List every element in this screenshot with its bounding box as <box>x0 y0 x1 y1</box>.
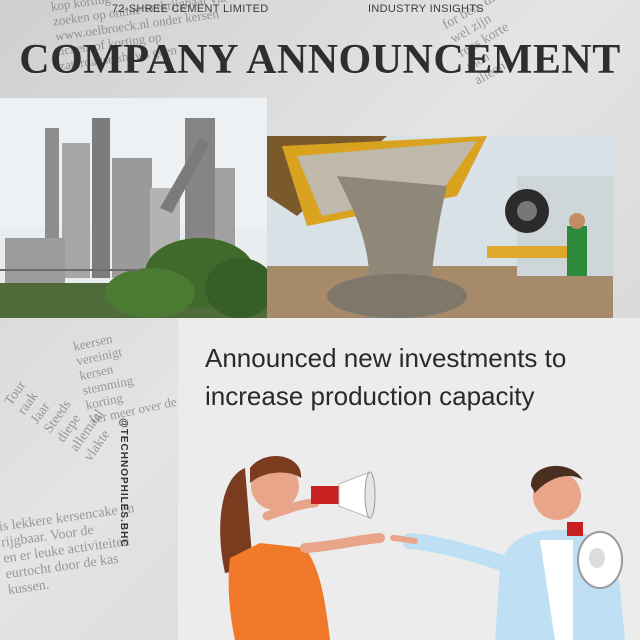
megaphone-icon <box>567 522 623 589</box>
section-label: INDUSTRY INSIGHTS <box>368 3 484 15</box>
megaphone-icon <box>311 471 376 519</box>
social-handle: @TECHNOPHILES.BHC <box>115 418 129 548</box>
cement-plant-photo <box>0 98 267 318</box>
page-title: COMPANY ANNOUNCEMENT <box>19 37 621 83</box>
megaphone-people-illustration <box>220 455 625 640</box>
announcement-message: Announced new investments to increase pr… <box>205 343 567 411</box>
concrete-pour-photo <box>267 136 613 318</box>
handle-text: @TECHNOPHILES.BHC <box>118 418 129 548</box>
woman-figure <box>220 455 385 640</box>
brand-label: 72-SHREE CEMENT LIMITED <box>112 3 269 15</box>
